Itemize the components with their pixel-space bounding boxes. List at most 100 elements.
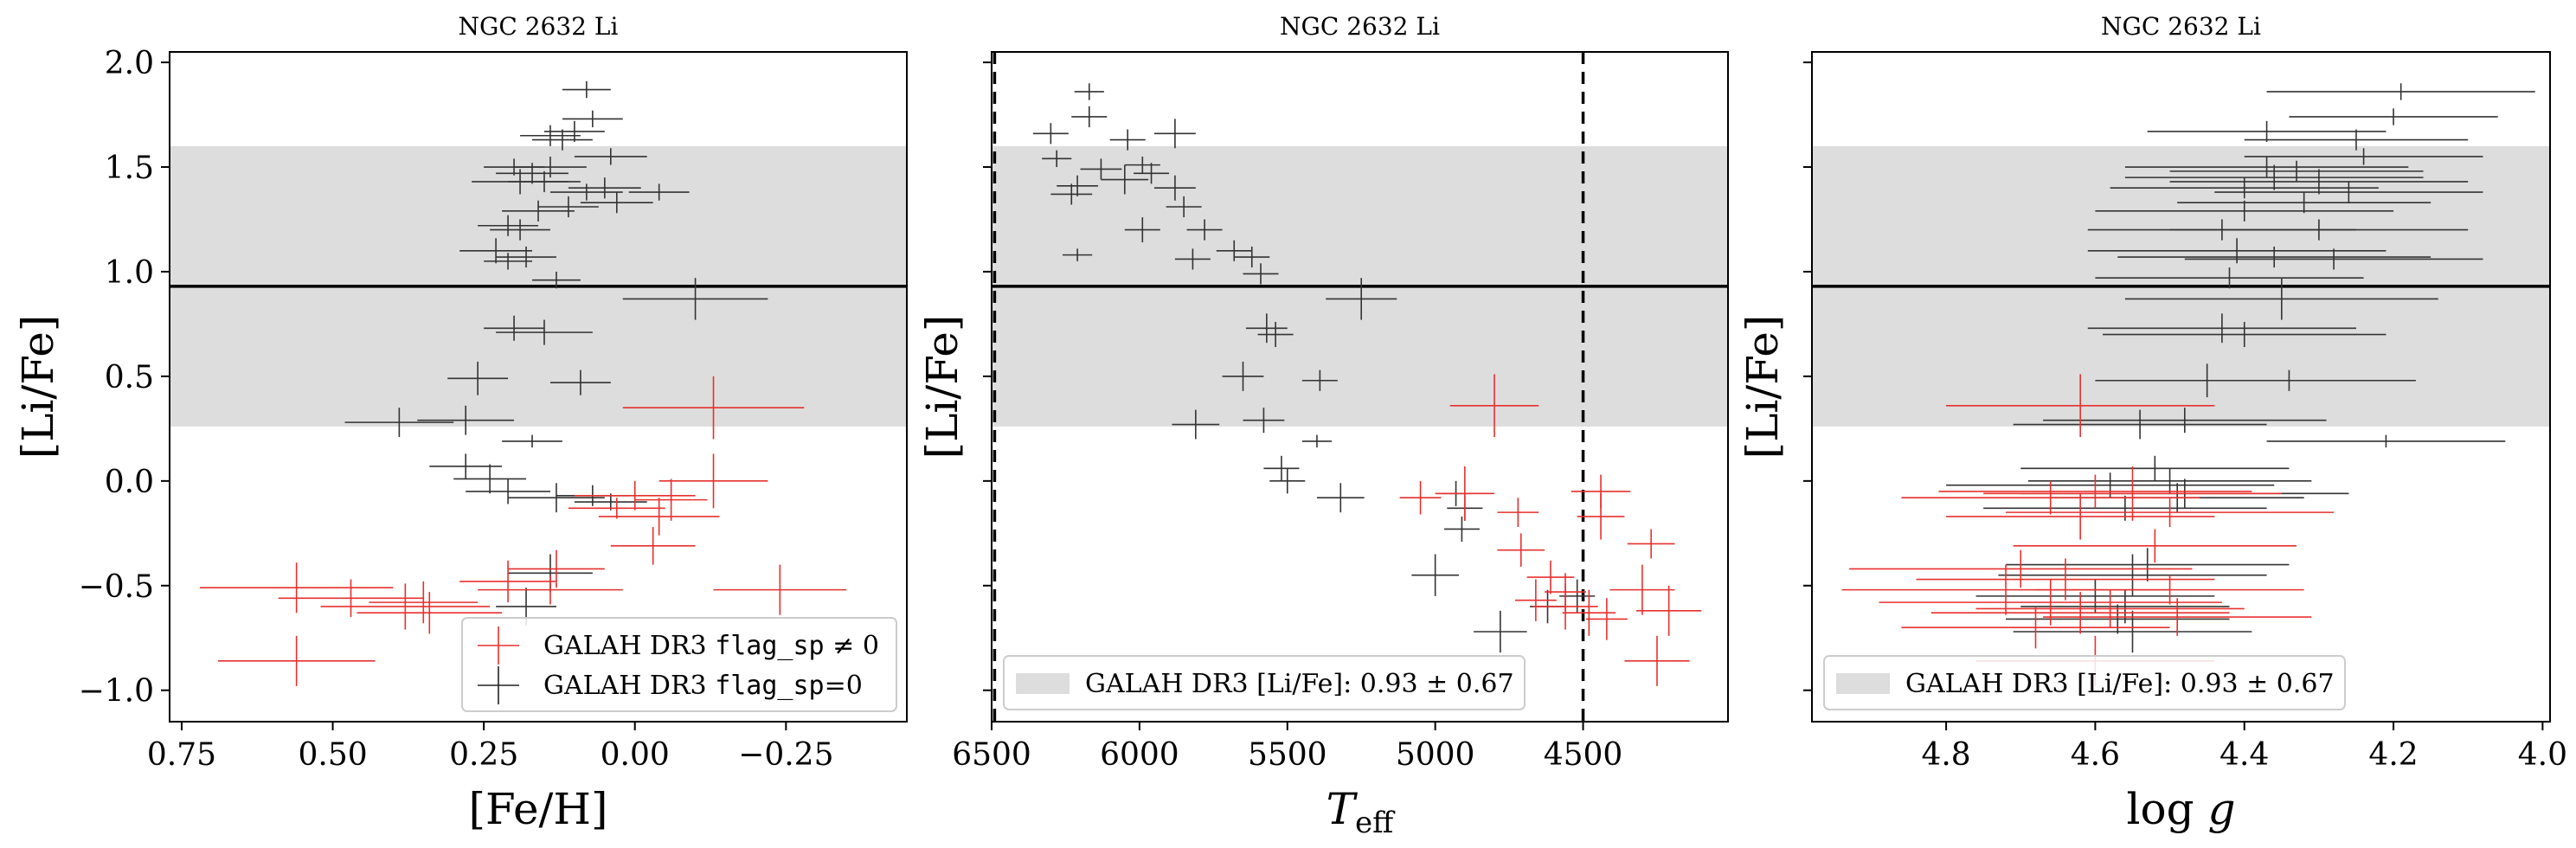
data-point [2006, 604, 2230, 634]
legend-label: GALAH DR3 [Li/Fe]: 0.93 ± 0.67 [1905, 669, 2335, 699]
legend-label-suffix: =0 [825, 671, 863, 701]
data-point [658, 453, 768, 509]
data-point [622, 376, 805, 440]
data-point [1032, 123, 1069, 145]
data-point [2124, 156, 2409, 178]
data-point [1216, 240, 1252, 261]
data-point [1399, 480, 1442, 515]
data-point [478, 215, 538, 236]
data-point [1901, 606, 2170, 649]
data-point [459, 238, 533, 264]
data-point [502, 200, 575, 222]
data-point [2006, 498, 2335, 528]
data-point [1609, 564, 1675, 615]
data-point [2006, 548, 2290, 581]
data-point [2244, 148, 2483, 165]
data-point [1930, 592, 2230, 634]
legend-entry: GALAH DR3 [Li/Fe]: 0.93 ± 0.67 [1016, 669, 1514, 699]
data-point [1449, 374, 1539, 438]
data-point [2214, 181, 2483, 203]
data-point [1071, 106, 1108, 128]
data-point [1109, 129, 1146, 151]
data-point [1263, 455, 1300, 481]
data-point [1443, 516, 1480, 542]
x-tick-label: 0.75 [147, 737, 216, 773]
axes-frame [991, 51, 1729, 723]
data-point [549, 183, 623, 201]
legend-label-prefix: GALAH DR3 [Li/Fe]: 0.93 ± 0.67 [1905, 669, 2335, 699]
data-point [2087, 313, 2356, 344]
data-point [459, 560, 556, 603]
data-point [2013, 529, 2297, 563]
data-point [1585, 598, 1628, 640]
y-tick-label: −0.5 [79, 569, 154, 605]
data-point [1916, 558, 2215, 601]
axes-frame [169, 51, 908, 723]
y-tick-label: 2.0 [105, 46, 154, 81]
y-tick-label: 1.5 [105, 151, 154, 186]
data-point [574, 148, 647, 165]
data-point [1269, 468, 1306, 494]
x-tick-label: 4.2 [2368, 737, 2418, 773]
data-point [1497, 533, 1545, 568]
data-point [2266, 434, 2506, 448]
data-point [532, 129, 593, 151]
data-point [1526, 560, 1575, 594]
legend-entry: GALAH DR3 [Li/Fe]: 0.93 ± 0.67 [1836, 669, 2335, 699]
data-point [1074, 83, 1104, 100]
data-point [1627, 529, 1675, 559]
data-point [549, 369, 611, 395]
x-axis-label-main: log [2126, 784, 2194, 834]
data-point [2103, 322, 2386, 348]
plot-area [170, 80, 907, 686]
legend-label: GALAH DR3 flag_sp=0 [543, 671, 863, 701]
legend-label-prefix: GALAH DR3 [543, 671, 715, 701]
chart-title: NGC 2632 Li [459, 12, 619, 41]
data-point [278, 579, 424, 618]
data-point [417, 405, 515, 435]
series-flag-nonzero [199, 376, 847, 686]
data-point [1172, 409, 1220, 440]
data-point [1101, 164, 1149, 195]
data-point [1166, 196, 1202, 218]
legend: GALAH DR3 [Li/Fe]: 0.93 ± 0.67 [1823, 655, 2346, 710]
panel-feh: 0.75 0.50 0.25 0.00 −0.25 −1.0 −0.5 0.0 0.5 1.0 1.… [13, 12, 908, 834]
data-point [2027, 468, 2312, 494]
plot-area [992, 52, 1728, 722]
data-point [453, 464, 527, 494]
x-axis-label-space [2194, 784, 2208, 834]
data-point [508, 170, 581, 193]
data-point [1050, 183, 1093, 205]
y-axis-label: [Li/Fe] [917, 315, 967, 459]
x-tick-label: 0.50 [298, 737, 367, 773]
data-point [496, 319, 593, 345]
data-point [1316, 483, 1365, 513]
data-point [199, 562, 394, 614]
x-tick-label: 4.0 [2518, 737, 2567, 773]
data-point [447, 361, 509, 395]
legend-frame [461, 617, 897, 712]
data-point [2020, 455, 2290, 481]
data-point [490, 219, 550, 241]
data-point [543, 120, 605, 143]
data-point [520, 125, 581, 146]
x-tick-label: 4.4 [2219, 737, 2269, 773]
x-tick-label: 5000 [1396, 737, 1475, 773]
legend-label-prefix: GALAH DR3 [543, 631, 715, 661]
data-point [1497, 498, 1539, 528]
data-point [484, 158, 544, 176]
data-point [2043, 598, 2312, 636]
data-point [2043, 408, 2327, 434]
data-point [2169, 160, 2424, 182]
data-point [1562, 589, 1616, 636]
data-point [1946, 374, 2215, 438]
data-point [2169, 169, 2469, 195]
data-point [1326, 278, 1397, 320]
data-point [1577, 493, 1625, 540]
data-point [568, 177, 641, 199]
x-tick-label: 4.6 [2071, 737, 2120, 773]
data-point [484, 315, 544, 341]
data-point [634, 479, 708, 521]
y-tick-label: 0.5 [105, 360, 154, 395]
x-axis-label-main: T [1327, 784, 1359, 834]
